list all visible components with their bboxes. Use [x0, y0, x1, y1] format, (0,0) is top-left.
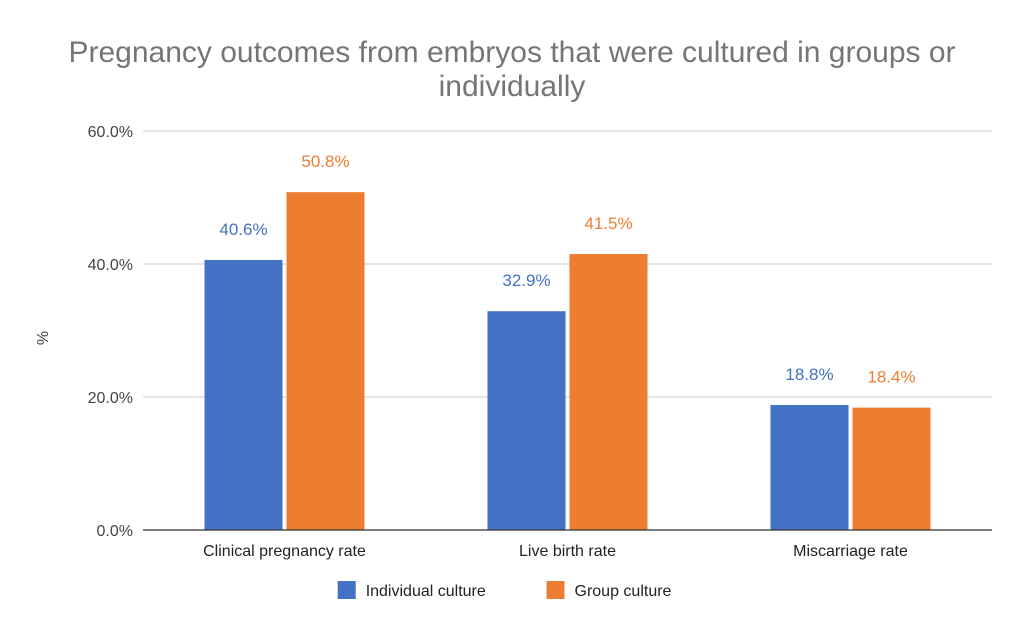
- chart-title: Pregnancy outcomes from embryos that wer…: [68, 36, 955, 103]
- y-axis-ticks: 0.0% 20.0% 40.0% 60.0%: [88, 124, 133, 540]
- legend-swatch: [337, 581, 356, 599]
- data-labels: 40.6% 50.8% 32.9% 41.5% 18.8% 18.4%: [219, 152, 915, 386]
- bar: [204, 260, 283, 530]
- chart-title-line-2: individually: [439, 70, 586, 103]
- bar: [286, 192, 365, 530]
- bar: [569, 254, 648, 530]
- legend-label: Group culture: [575, 583, 672, 600]
- bars: [204, 192, 931, 530]
- y-tick-label: 40.0%: [88, 257, 133, 274]
- legend-label: Individual culture: [366, 583, 486, 600]
- data-label: 18.4%: [867, 368, 915, 387]
- gridlines: [143, 130, 992, 398]
- y-tick-label: 0.0%: [97, 523, 133, 540]
- chart-title-line-1: Pregnancy outcomes from embryos that wer…: [68, 36, 955, 69]
- data-label: 50.8%: [301, 152, 349, 171]
- y-tick-label: 60.0%: [88, 124, 133, 141]
- data-label: 18.8%: [785, 365, 833, 384]
- legend: Individual culture Group culture: [337, 581, 672, 600]
- y-tick-label: 20.0%: [88, 390, 133, 407]
- data-label: 32.9%: [502, 271, 550, 290]
- data-label: 40.6%: [219, 220, 267, 239]
- x-tick-label: Live birth rate: [519, 543, 616, 560]
- x-axis-labels: Clinical pregnancy rate Live birth rate Mi…: [203, 543, 908, 560]
- bar: [487, 311, 566, 530]
- legend-swatch: [546, 581, 565, 599]
- bar: [852, 407, 931, 530]
- bar: [770, 404, 849, 530]
- data-label: 41.5%: [584, 214, 632, 233]
- x-tick-label: Clinical pregnancy rate: [203, 543, 366, 560]
- y-axis-label: %: [35, 331, 52, 345]
- x-tick-label: Miscarriage rate: [793, 543, 908, 560]
